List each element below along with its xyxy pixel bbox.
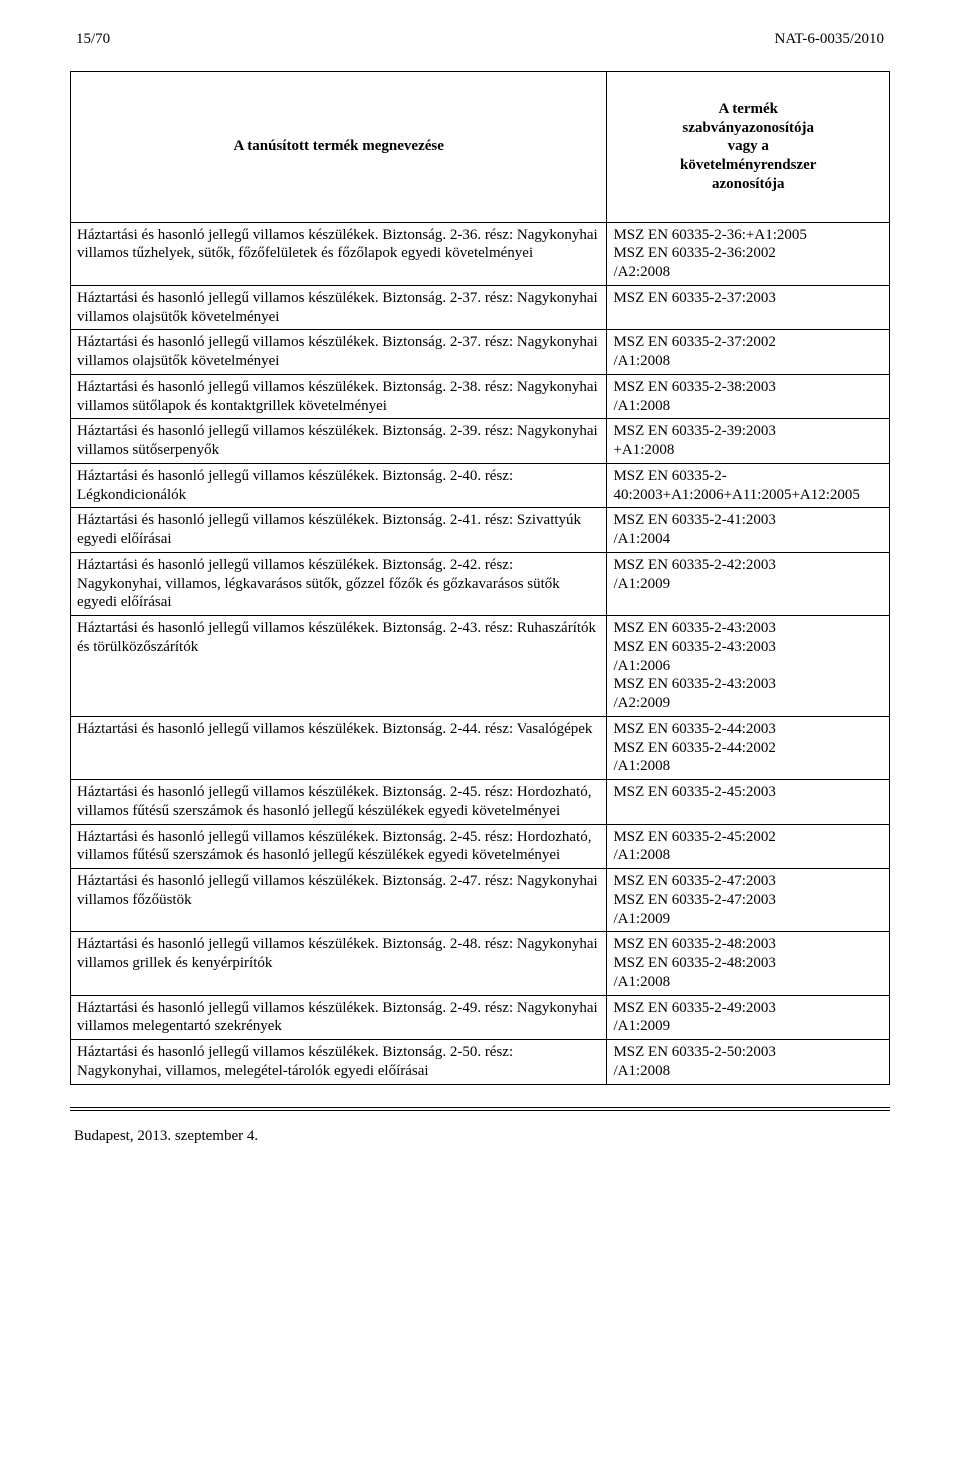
cell-product: Háztartási és hasonló jellegű villamos k… — [71, 932, 607, 995]
col-header-product: A tanúsított termék megnevezése — [71, 71, 607, 222]
cell-product: Háztartási és hasonló jellegű villamos k… — [71, 716, 607, 779]
cell-standard: MSZ EN 60335-2-44:2003MSZ EN 60335-2-44:… — [607, 716, 890, 779]
table-row: Háztartási és hasonló jellegű villamos k… — [71, 616, 890, 717]
cell-product: Háztartási és hasonló jellegű villamos k… — [71, 552, 607, 615]
cell-product: Háztartási és hasonló jellegű villamos k… — [71, 222, 607, 285]
footer-divider — [70, 1107, 890, 1111]
cell-product: Háztartási és hasonló jellegű villamos k… — [71, 869, 607, 932]
cell-standard: MSZ EN 60335-2-47:2003MSZ EN 60335-2-47:… — [607, 869, 890, 932]
cell-standard: MSZ EN 60335-2-43:2003MSZ EN 60335-2-43:… — [607, 616, 890, 717]
cell-product: Háztartási és hasonló jellegű villamos k… — [71, 285, 607, 330]
table-row: Háztartási és hasonló jellegű villamos k… — [71, 869, 890, 932]
table-header-row: A tanúsított termék megnevezése A termék… — [71, 71, 890, 222]
table-row: Háztartási és hasonló jellegű villamos k… — [71, 824, 890, 869]
cell-standard: MSZ EN 60335-2-45:2003 — [607, 780, 890, 825]
cell-product: Háztartási és hasonló jellegű villamos k… — [71, 374, 607, 419]
document-reference: NAT-6-0035/2010 — [775, 30, 884, 49]
table-row: Háztartási és hasonló jellegű villamos k… — [71, 222, 890, 285]
cell-standard: MSZ EN 60335-2-37:2002/A1:2008 — [607, 330, 890, 375]
table-row: Háztartási és hasonló jellegű villamos k… — [71, 552, 890, 615]
cell-product: Háztartási és hasonló jellegű villamos k… — [71, 780, 607, 825]
table-row: Háztartási és hasonló jellegű villamos k… — [71, 716, 890, 779]
cell-standard: MSZ EN 60335-2-38:2003/A1:2008 — [607, 374, 890, 419]
cell-standard: MSZ EN 60335-2-49:2003/A1:2009 — [607, 995, 890, 1040]
cell-standard: MSZ EN 60335-2-40:2003+A1:2006+A11:2005+… — [607, 463, 890, 508]
page-header: 15/70 NAT-6-0035/2010 — [70, 30, 890, 49]
col-header-standard: A termékszabványazonosítójavagy akövetel… — [607, 71, 890, 222]
cell-standard: MSZ EN 60335-2-36:+A1:2005MSZ EN 60335-2… — [607, 222, 890, 285]
page-number: 15/70 — [76, 30, 110, 49]
cell-product: Háztartási és hasonló jellegű villamos k… — [71, 824, 607, 869]
cell-standard: MSZ EN 60335-2-50:2003/A1:2008 — [607, 1040, 890, 1085]
table-row: Háztartási és hasonló jellegű villamos k… — [71, 419, 890, 464]
cell-product: Háztartási és hasonló jellegű villamos k… — [71, 616, 607, 717]
cell-standard: MSZ EN 60335-2-41:2003/A1:2004 — [607, 508, 890, 553]
cell-standard: MSZ EN 60335-2-42:2003/A1:2009 — [607, 552, 890, 615]
cell-standard: MSZ EN 60335-2-45:2002/A1:2008 — [607, 824, 890, 869]
table-row: Háztartási és hasonló jellegű villamos k… — [71, 995, 890, 1040]
cell-product: Háztartási és hasonló jellegű villamos k… — [71, 995, 607, 1040]
table-row: Háztartási és hasonló jellegű villamos k… — [71, 1040, 890, 1085]
table-row: Háztartási és hasonló jellegű villamos k… — [71, 932, 890, 995]
table-row: Háztartási és hasonló jellegű villamos k… — [71, 374, 890, 419]
footer-date: Budapest, 2013. szeptember 4. — [70, 1127, 890, 1146]
table-row: Háztartási és hasonló jellegű villamos k… — [71, 285, 890, 330]
cell-product: Háztartási és hasonló jellegű villamos k… — [71, 419, 607, 464]
cell-standard: MSZ EN 60335-2-48:2003MSZ EN 60335-2-48:… — [607, 932, 890, 995]
cell-standard: MSZ EN 60335-2-37:2003 — [607, 285, 890, 330]
cell-product: Háztartási és hasonló jellegű villamos k… — [71, 508, 607, 553]
cell-standard: MSZ EN 60335-2-39:2003+A1:2008 — [607, 419, 890, 464]
cell-product: Háztartási és hasonló jellegű villamos k… — [71, 463, 607, 508]
table-row: Háztartási és hasonló jellegű villamos k… — [71, 780, 890, 825]
table-row: Háztartási és hasonló jellegű villamos k… — [71, 330, 890, 375]
cell-product: Háztartási és hasonló jellegű villamos k… — [71, 1040, 607, 1085]
standards-table: A tanúsított termék megnevezése A termék… — [70, 71, 890, 1085]
table-row: Háztartási és hasonló jellegű villamos k… — [71, 463, 890, 508]
table-row: Háztartási és hasonló jellegű villamos k… — [71, 508, 890, 553]
cell-product: Háztartási és hasonló jellegű villamos k… — [71, 330, 607, 375]
